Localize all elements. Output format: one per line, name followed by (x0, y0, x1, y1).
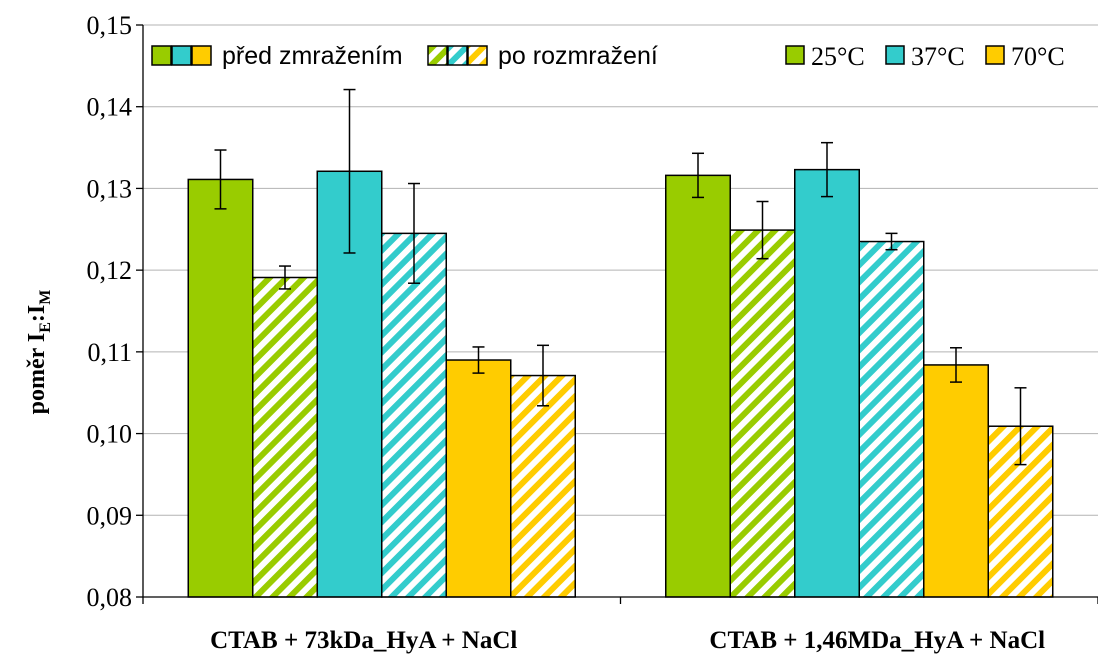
y-tick-label: 0,13 (87, 174, 133, 203)
y-tick-label: 0,10 (87, 420, 133, 449)
bar (858, 240, 925, 598)
error-bars (214, 88, 1027, 466)
legend: před zmražením po rozmražení 25°C 37°C 7… (151, 42, 1065, 71)
x-category-label: CTAB + 73kDa_HyA + NaCl (210, 627, 517, 654)
legend-item-70c: 70°C (985, 42, 1065, 71)
bar (729, 229, 796, 598)
legend-swatch-37c (885, 45, 905, 65)
legend-item-25c: 25°C (785, 42, 865, 71)
y-tick-label: 0,08 (87, 583, 133, 612)
y-tick-labels: 0,08 0,09 0,10 0,11 0,12 0,13 0,14 0,15 (87, 11, 133, 612)
legend-swatch-70c (985, 45, 1005, 65)
legend-item-po-rozmrazeni: po rozmražení (427, 42, 658, 70)
legend-label-37c: 37°C (911, 42, 965, 71)
bar (381, 232, 447, 598)
legend-label-70c: 70°C (1011, 42, 1065, 71)
legend-swatch-solid-green (151, 45, 172, 66)
legend-item-37c: 37°C (885, 42, 965, 71)
bar (923, 364, 989, 598)
axes (136, 24, 1098, 604)
legend-label-25c: 25°C (811, 42, 865, 71)
legend-swatch-25c (785, 45, 805, 65)
y-tick-label: 0,14 (87, 93, 133, 122)
bar (510, 374, 576, 598)
y-tick-label: 0,09 (87, 501, 133, 530)
legend-swatch-solid-yellow (191, 45, 212, 66)
x-category-labels: CTAB + 73kDa_HyA + NaCl CTAB + 1,46MDa_Hy… (210, 627, 1045, 654)
x-category-label: CTAB + 1,46MDa_HyA + NaCl (709, 627, 1045, 654)
legend-swatch-hatched-green (427, 45, 448, 66)
legend-item-pred-zmrazenim: před zmražením (151, 42, 403, 70)
bar (445, 359, 512, 598)
legend-swatch-hatched-yellow (467, 45, 488, 66)
y-tick-label: 0,15 (87, 11, 133, 40)
bar (187, 178, 254, 598)
legend-label-po-rozmrazeni: po rozmražení (498, 42, 658, 70)
y-axis-label: poměr IE:IM (24, 290, 54, 415)
bars (187, 168, 1054, 598)
legend-label-pred-zmrazenim: před zmražením (222, 42, 403, 70)
bar (794, 168, 860, 598)
y-tick-label: 0,12 (87, 256, 133, 285)
y-tick-label: 0,11 (87, 338, 132, 367)
legend-swatch-hatched-cyan (447, 45, 468, 66)
legend-swatch-solid-cyan (171, 45, 192, 66)
bar (252, 276, 318, 598)
bar (665, 174, 731, 598)
